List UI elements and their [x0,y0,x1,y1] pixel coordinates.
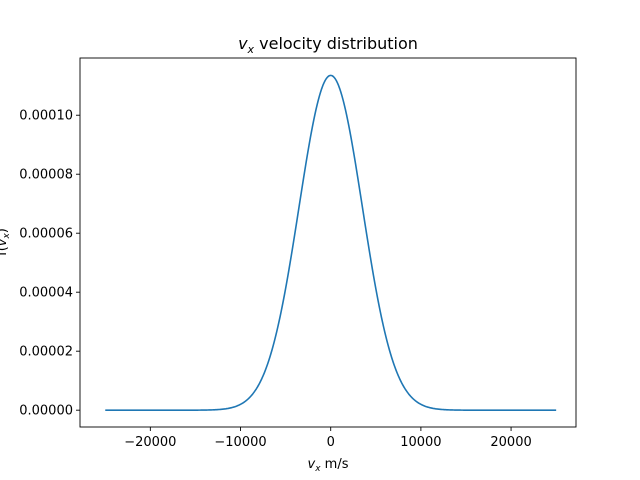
title-subscript: x [247,43,255,56]
y-axis-label: f(vx) [0,228,12,256]
y-tick-label: 0.00008 [19,168,73,183]
y-tick-label: 0.00010 [19,109,73,124]
x-tick-label: 0 [327,435,335,450]
title-variable: v [238,34,248,53]
x-axis-ticks: −20000 −10000 0 10000 20000 [124,427,532,450]
axes-frame [79,57,577,428]
ylabel-variable: v [0,238,10,246]
x-tick-label: −10000 [214,435,266,450]
title-rest: velocity distribution [254,34,418,53]
x-tick-label: 20000 [490,435,531,450]
x-axis-label: vx m/s [308,457,349,474]
plot-area [79,57,577,428]
y-axis-ticks: 0.00000 0.00002 0.00004 0.00006 0.00008 0.000… [19,109,80,419]
xlabel-variable: v [308,457,316,472]
ylabel-suffix: ) [0,228,10,233]
y-tick-label: 0.00006 [19,227,73,242]
ylabel-prefix: f( [0,246,10,256]
x-tick-label: −20000 [124,435,176,450]
y-tick-label: 0.00000 [19,404,73,419]
y-tick-label: 0.00004 [19,286,73,301]
x-tick-label: 10000 [400,435,441,450]
ylabel-subscript: x [2,233,12,240]
series-line [105,74,557,411]
xlabel-subscript: x [314,464,321,474]
xlabel-rest: m/s [321,457,349,472]
chart-title: vx velocity distribution [238,34,418,56]
y-tick-label: 0.00002 [19,345,73,360]
